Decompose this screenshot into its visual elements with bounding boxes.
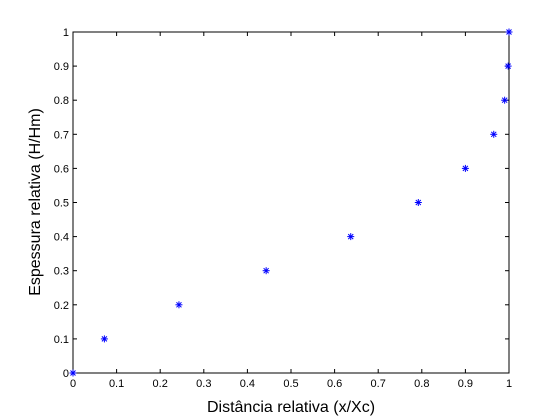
x-tick-labels: 0 0.1 0.2 0.3 0.4 0.5 0.6 0.7 0.8 0.9 1 bbox=[70, 378, 512, 390]
x-tick-label: 0.5 bbox=[283, 378, 298, 390]
data-point bbox=[100, 335, 108, 343]
data-point bbox=[69, 369, 77, 377]
y-tick-label: 0 bbox=[63, 368, 69, 380]
y-tick-label: 0.7 bbox=[54, 129, 69, 141]
y-axis-label: Espessura relativa (H/Hm) bbox=[27, 108, 44, 296]
data-point bbox=[175, 301, 183, 309]
data-point bbox=[461, 164, 469, 172]
plot-area bbox=[72, 31, 510, 374]
y-tick-label: 0.1 bbox=[54, 334, 69, 346]
x-tick-label: 0.6 bbox=[327, 378, 342, 390]
x-axis-label: Distância relativa (x/Xc) bbox=[207, 399, 375, 416]
data-point bbox=[490, 130, 498, 138]
data-point bbox=[505, 28, 513, 36]
x-tick-label: 0.9 bbox=[458, 378, 473, 390]
y-tick-label: 0.9 bbox=[54, 61, 69, 73]
x-tick-label: 0.2 bbox=[153, 378, 168, 390]
y-tick-labels: 0 0.1 0.2 0.3 0.4 0.5 0.6 0.7 0.8 0.9 1 bbox=[54, 27, 69, 380]
x-tick-label: 1 bbox=[506, 378, 512, 390]
x-tick-label: 0.8 bbox=[414, 378, 429, 390]
y-tick-label: 1 bbox=[63, 27, 69, 39]
data-point bbox=[501, 96, 509, 104]
y-tick-label: 0.5 bbox=[54, 198, 69, 210]
y-tick-label: 0.6 bbox=[54, 163, 69, 175]
data-point bbox=[347, 233, 355, 241]
x-tick-label: 0.3 bbox=[196, 378, 211, 390]
data-points bbox=[69, 28, 513, 377]
x-tick-label: 0.4 bbox=[240, 378, 255, 390]
y-tick-label: 0.8 bbox=[54, 95, 69, 107]
x-tick-label: 0 bbox=[70, 378, 76, 390]
data-point bbox=[262, 267, 270, 275]
y-tick-label: 0.4 bbox=[54, 232, 69, 244]
data-point bbox=[504, 62, 512, 70]
y-tick-label: 0.3 bbox=[54, 266, 69, 278]
y-tick-label: 0.2 bbox=[54, 300, 69, 312]
x-tick-label: 0.7 bbox=[371, 378, 386, 390]
data-point bbox=[414, 199, 422, 206]
x-tick-label: 0.1 bbox=[109, 378, 124, 390]
